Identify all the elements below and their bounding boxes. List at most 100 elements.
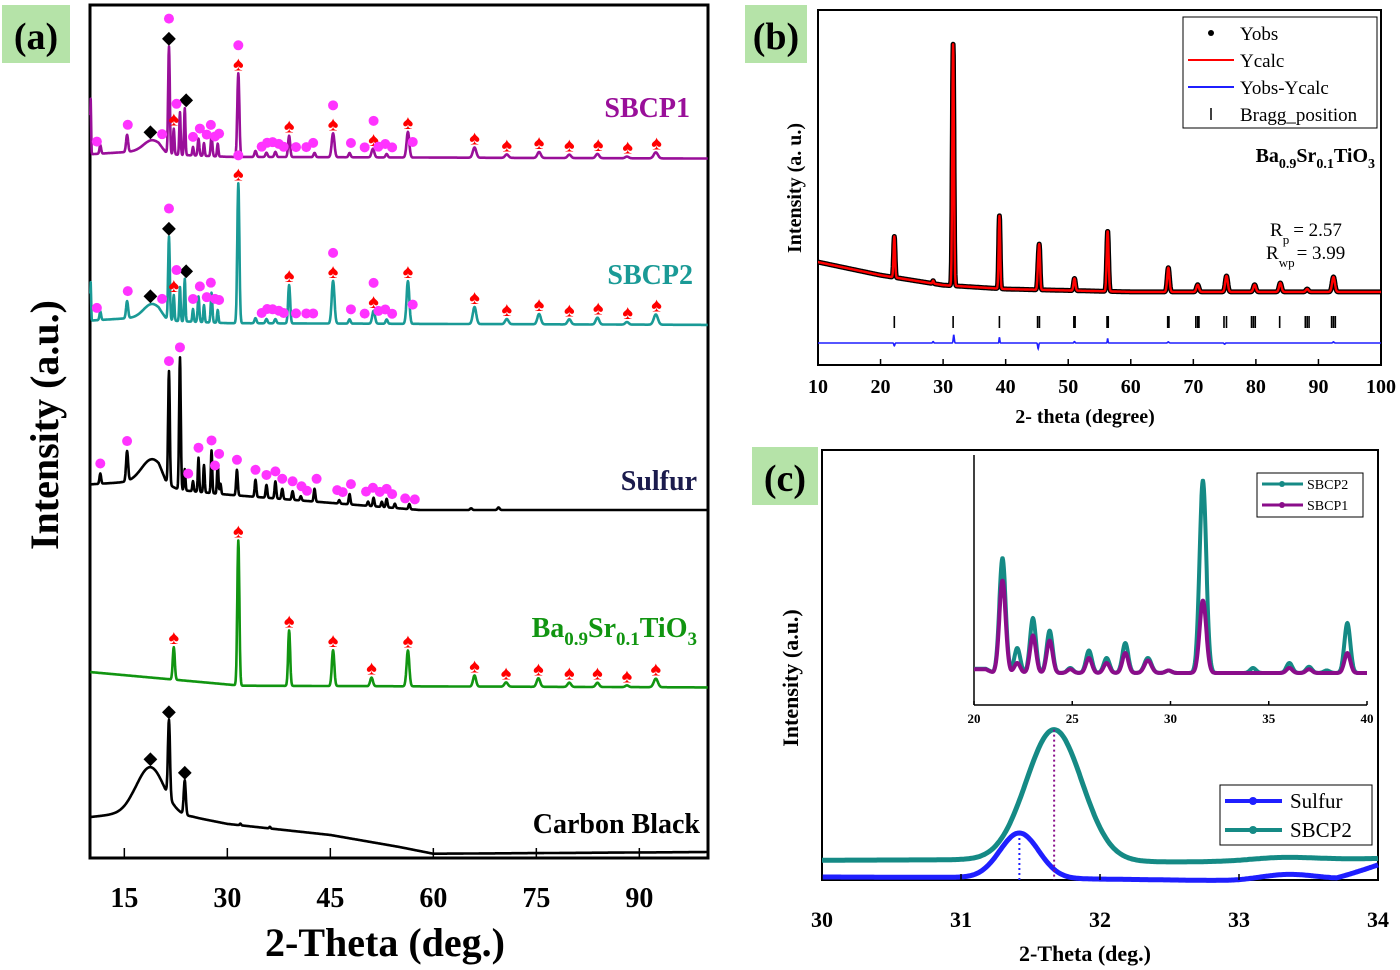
x-tick-label: 60 [419, 883, 447, 914]
panel-b-curves [815, 41, 1384, 352]
sulfur-peak-marker [174, 342, 185, 353]
sulfur-peak-marker [359, 308, 370, 319]
panel-c-x-ticks: 30 31 32 33 34 [811, 874, 1389, 932]
legend-box [1182, 16, 1378, 129]
inset-series-line-sbcp1 [972, 578, 1369, 675]
x-tick-label: 75 [522, 883, 550, 914]
sulfur-peak-marker [270, 466, 281, 477]
bst-peak-marker: ♠ [622, 665, 633, 687]
bst-peak-marker: ♠ [533, 658, 544, 680]
formula-part: Sr [1296, 145, 1316, 167]
legend-diff-label: Yobs-Ycalc [1240, 78, 1329, 99]
sulfur-peak-marker [171, 98, 182, 109]
series-line-sbcp2 [89, 182, 709, 327]
sulfur-peak-marker [157, 293, 168, 304]
bst-peak-marker: ♠ [328, 630, 339, 652]
bst-peak-marker: ♠ [328, 113, 339, 135]
bst-peak-marker: ♠ [403, 261, 414, 283]
series-line-carbon-black [89, 718, 709, 855]
bst-peak-marker: ♠ [501, 299, 512, 321]
sulfur-peak-marker [308, 137, 319, 148]
bst-peak-marker: ♠ [651, 294, 662, 316]
bst-peak-marker: ♠ [168, 109, 179, 131]
formula-part: Ba [1256, 145, 1279, 167]
sulfur-peak-marker [163, 356, 174, 367]
sulfur-peak-marker [233, 150, 244, 161]
sulfur-peak-marker [194, 281, 205, 292]
stat-rwp-symbol: R [1266, 243, 1279, 264]
panel-a-label: (a) [14, 16, 58, 58]
bst-peak-marker: ♠ [233, 53, 244, 75]
sulfur-peak-marker [122, 286, 133, 297]
sulfur-peak-marker [194, 123, 205, 134]
x-tick-label: 45 [316, 883, 344, 914]
bst-peak-marker: ♠ [651, 132, 662, 154]
legend-sbcp2-label: SBCP2 [1290, 818, 1352, 842]
sulfur-peak-marker [91, 136, 102, 147]
panel-b-y-axis-title: Intensity (a. u.) [784, 123, 806, 253]
sulfur-peak-marker [291, 142, 301, 153]
inset-x-tick-label: 30 [1164, 711, 1177, 726]
sulfur-peak-marker [409, 494, 420, 505]
sulfur-peak-marker [250, 464, 261, 475]
sulfur-peak-marker [311, 473, 322, 484]
carbon-peak-marker: ◆ [144, 285, 158, 305]
panel-b-legend: Yobs Ycalc Yobs-Ycalc Bragg_position [1182, 16, 1378, 129]
sulfur-peak-marker [368, 115, 379, 126]
inset-legend-sbcp1-label: SBCP1 [1307, 499, 1348, 514]
panel-c-y-axis-title: Intensity (a.u.) [778, 609, 803, 747]
sulfur-peak-marker [328, 100, 339, 111]
bst-peak-marker: ♠ [593, 134, 604, 156]
series-label-sbcp1: SBCP1 [604, 93, 690, 124]
series-line-sbcp2 [820, 727, 1380, 865]
x-tick-label: 90 [625, 883, 653, 914]
sulfur-peak-marker [301, 485, 312, 496]
x-tick-label: 100 [1366, 376, 1396, 398]
sulfur-peak-marker [308, 308, 319, 319]
bst-peak-marker: ♠ [233, 520, 244, 542]
bst-peak-marker: ♠ [284, 265, 295, 287]
bst-peak-marker: ♠ [368, 129, 379, 151]
sulfur-peak-marker [359, 142, 370, 153]
bst-label-part: TiO [640, 613, 688, 644]
stat-rwp: Rwp = 3.99 [1266, 243, 1345, 270]
sulfur-peak-marker [157, 129, 168, 140]
bst-peak-marker: ♠ [284, 610, 295, 632]
sulfur-peak-marker [171, 265, 182, 276]
inset-x-tick-label: 20 [968, 711, 981, 726]
sulfur-peak-marker [201, 129, 212, 140]
bst-peak-marker: ♠ [469, 655, 480, 677]
difference-line [818, 334, 1381, 352]
panel-a-y-axis-title: Intensity (a.u.) [22, 300, 67, 550]
bst-peak-marker: ♠ [284, 116, 295, 138]
bst-peak-marker: ♠ [368, 291, 379, 313]
panel-c-label-bg [752, 447, 818, 505]
formula-part: TiO [1334, 145, 1368, 167]
bst-peak-marker: ♠ [469, 127, 480, 149]
panel-a-label-bg [2, 5, 70, 63]
sulfur-peak-marker [328, 247, 339, 258]
stat-rp-symbol: R [1270, 220, 1283, 241]
stat-rp: Rp = 2.57 [1270, 220, 1342, 247]
bst-peak-marker: ♠ [366, 658, 377, 680]
sulfur-peak-marker [205, 119, 216, 130]
panel-c: (c) 30 31 32 33 34 Sulfur SBCP2 20 25 30 35 40 S… [752, 447, 1389, 966]
formula-sub: 0.1 [1316, 157, 1334, 172]
sulfur-peak-marker [261, 469, 272, 480]
bst-peak-marker: ♠ [651, 659, 662, 681]
panel-b: (b) 10 20 30 40 50 60 70 80 90 100 Yobs Ycalc Yob… [745, 5, 1396, 428]
sulfur-peak-marker [345, 479, 356, 490]
panel-c-legend: Sulfur SBCP2 [1219, 784, 1373, 846]
sulfur-peak-marker [278, 307, 289, 318]
inset-x-tick-label: 35 [1262, 711, 1276, 726]
bst-label-sub: 3 [688, 629, 698, 650]
sulfur-peak-marker [95, 458, 106, 469]
x-tick-label: 60 [1121, 376, 1141, 398]
panel-a: (a) ◆◆◆♠♠♠ ♠♠♠♠ ♠ ♠ ♠ ♠ ♠ ♠◆◆◆♠♠♠ ♠♠♠♠♠ ♠ ♠ ♠ ♠ ♠♠♠♠♠… [2, 3, 710, 965]
panel-b-label-bg [745, 5, 807, 63]
sulfur-peak-marker [231, 454, 242, 465]
carbon-peak-marker: ◆ [179, 89, 193, 109]
panel-c-x-axis-title: 2-Theta (deg.) [1019, 941, 1151, 966]
series-label-carbon-black: Carbon Black [533, 809, 701, 840]
carbon-peak-marker: ◆ [144, 121, 158, 141]
